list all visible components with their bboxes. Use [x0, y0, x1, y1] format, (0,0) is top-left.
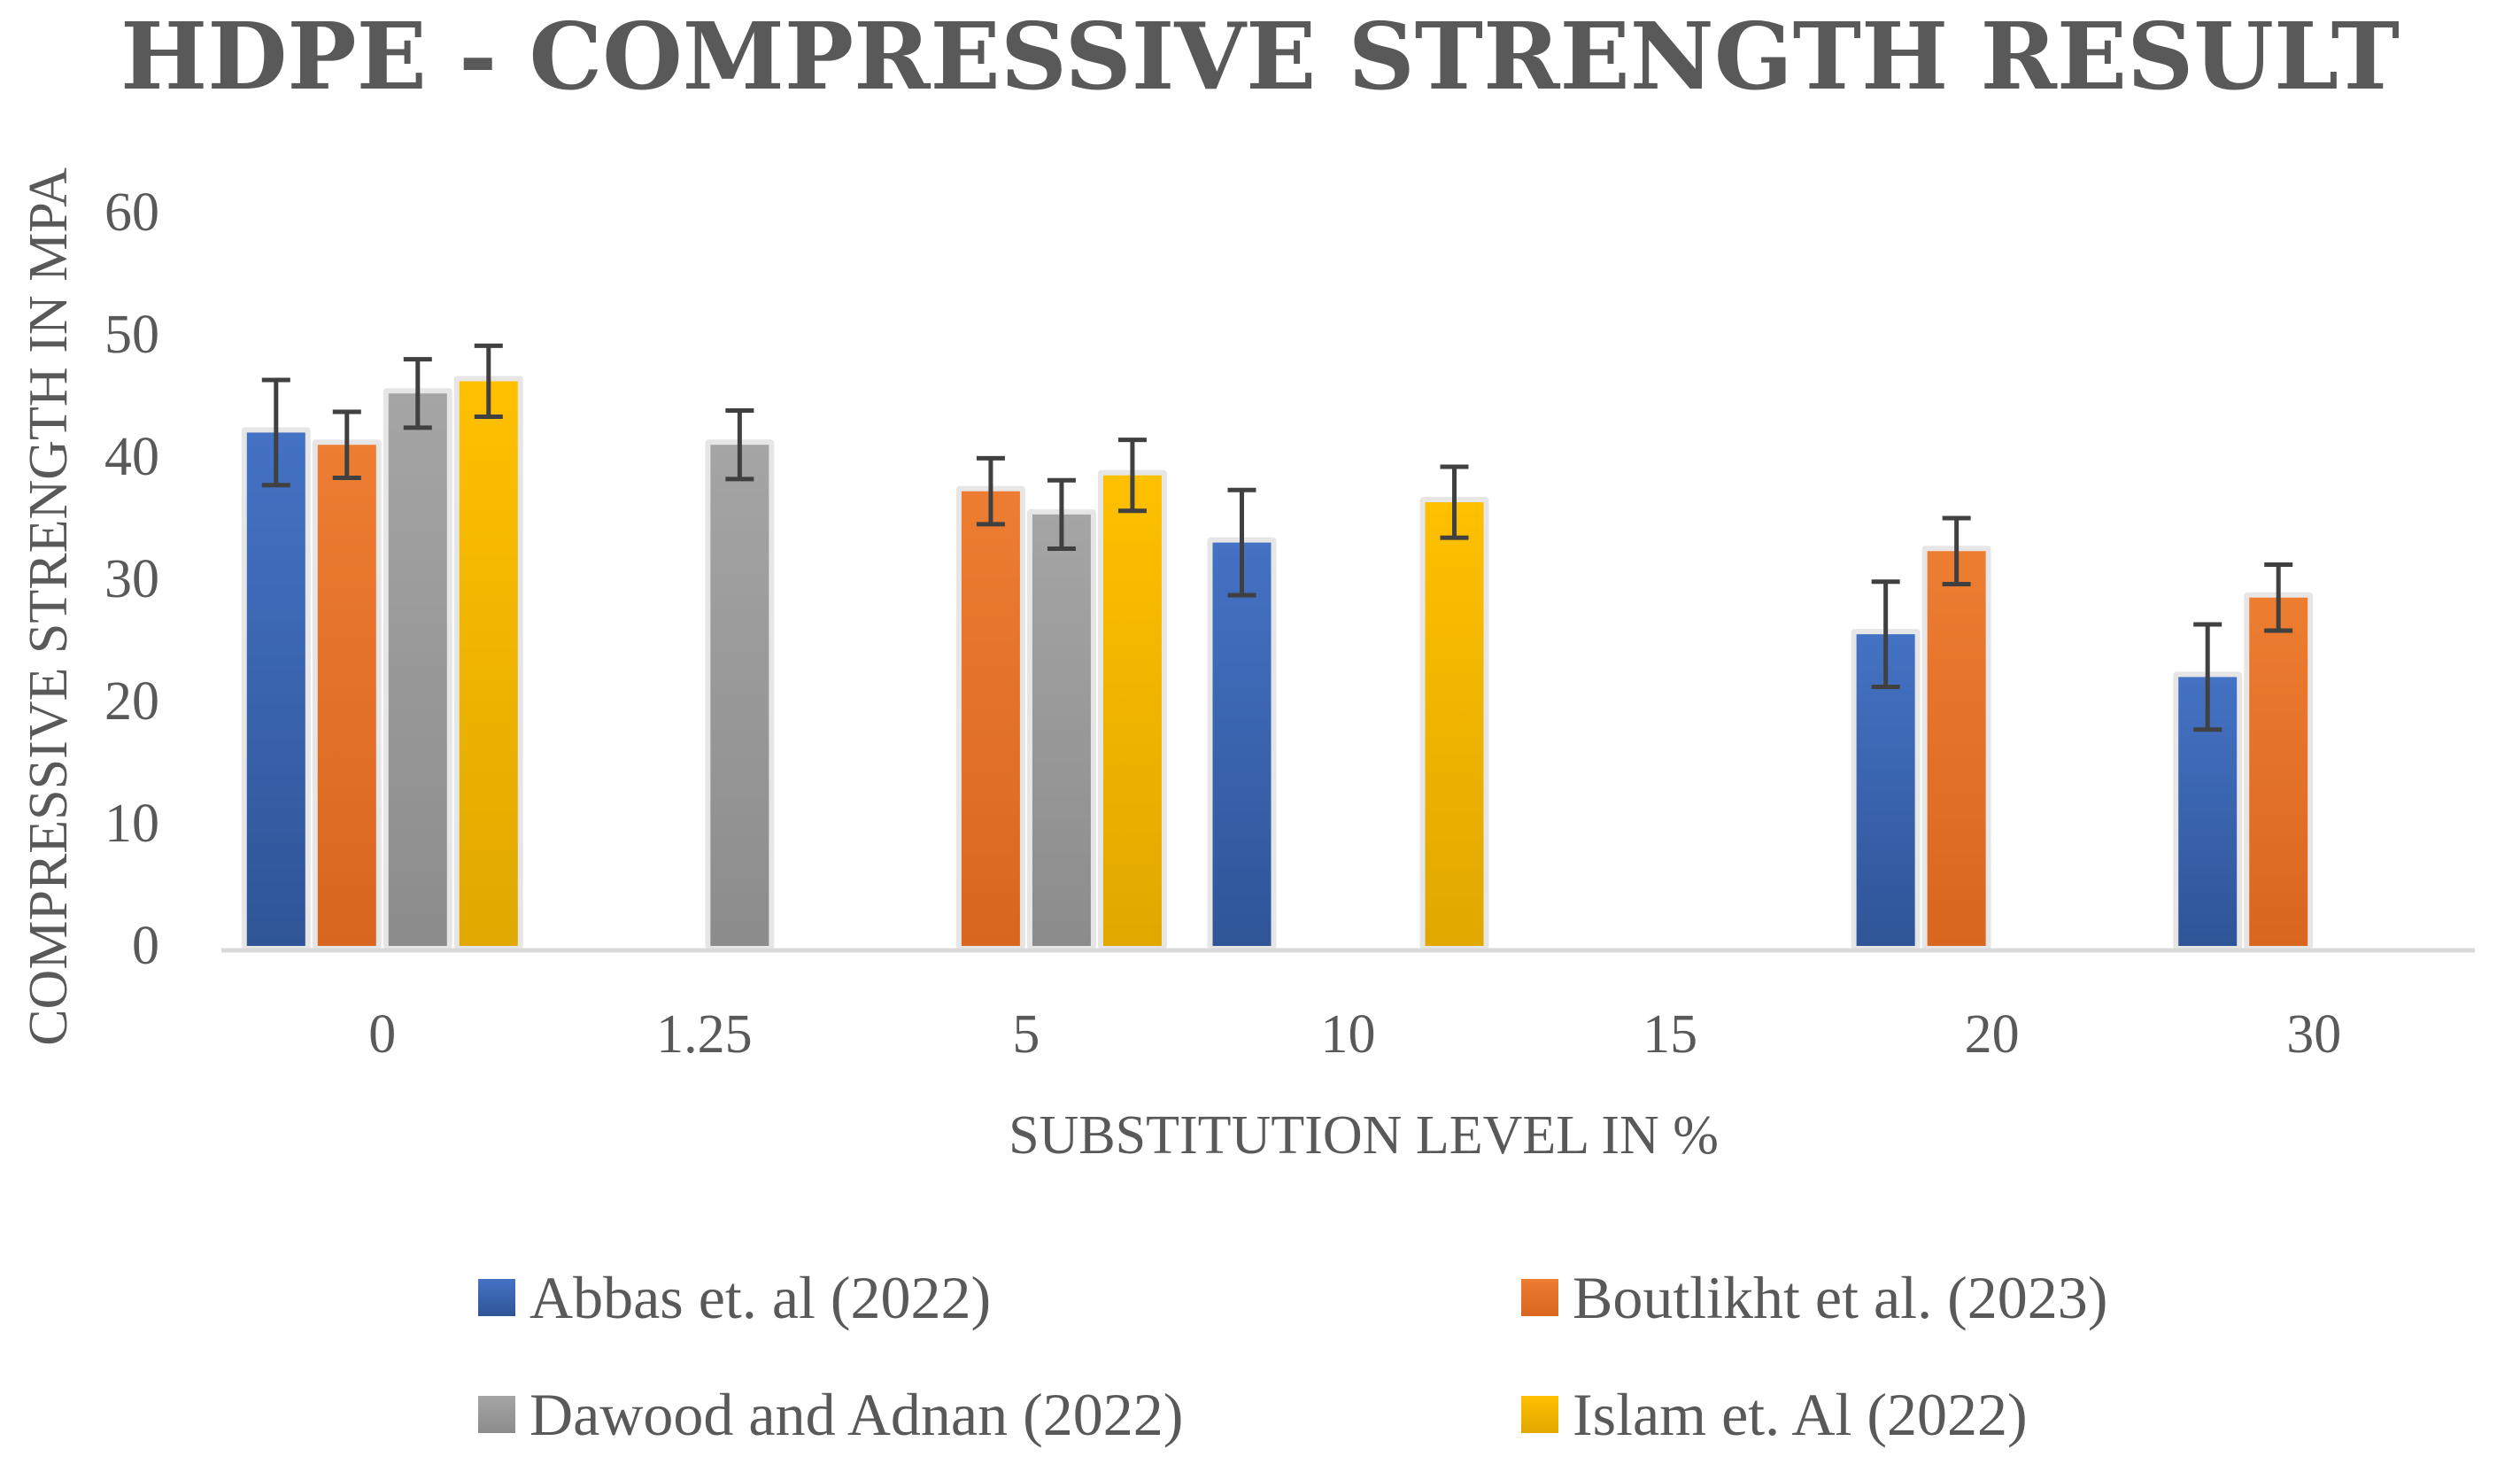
bar	[1927, 551, 1986, 946]
x-tick-label: 0	[368, 1004, 396, 1065]
bar	[388, 393, 447, 946]
bar	[961, 491, 1020, 946]
legend: Abbas et. al (2022) Boutlikht et al. (202…	[478, 1264, 2107, 1448]
y-tick-label: 20	[104, 671, 159, 732]
bar	[459, 381, 518, 946]
y-axis-ticks: 0 10 20 30 40 50 60	[104, 182, 159, 976]
bars	[241, 376, 2314, 949]
x-tick-label: 15	[1643, 1004, 1697, 1065]
legend-swatch	[478, 1396, 515, 1433]
x-tick-label: 1.25	[656, 1004, 753, 1065]
legend-label: Abbas et. al (2022)	[530, 1264, 991, 1331]
y-tick-label: 10	[104, 794, 159, 854]
x-tick-label: 10	[1321, 1004, 1376, 1065]
x-axis-label: SUBSTITUTION LEVEL IN %	[1009, 1105, 1719, 1166]
bar	[1212, 542, 1272, 946]
bar	[1102, 475, 1162, 946]
bar	[2249, 597, 2308, 946]
legend-swatch	[1521, 1396, 1558, 1433]
error-bars	[261, 343, 2293, 732]
y-tick-label: 0	[132, 916, 159, 976]
bar	[1032, 514, 1091, 946]
y-tick-label: 30	[104, 549, 159, 609]
y-axis-label: COMPRESSIVE STRENGTH IN MPA	[19, 167, 79, 1046]
bar	[246, 432, 305, 946]
legend-label: Dawood and Adnan (2022)	[530, 1381, 1183, 1448]
y-tick-label: 50	[104, 305, 159, 365]
bar	[317, 445, 376, 946]
legend-swatch	[1521, 1279, 1558, 1316]
y-tick-label: 40	[104, 427, 159, 487]
x-tick-label: 30	[2286, 1004, 2341, 1065]
bar	[1425, 502, 1484, 946]
x-axis-ticks: 0 1.25 5 10 15 20 30	[368, 1004, 2341, 1065]
legend-label: Boutlikht et al. (2023)	[1573, 1264, 2107, 1331]
x-tick-label: 20	[1965, 1004, 2020, 1065]
x-tick-label: 5	[1012, 1004, 1040, 1065]
legend-label: Islam et. Al (2022)	[1573, 1381, 2028, 1448]
legend-swatch	[478, 1279, 515, 1316]
chart-title: HDPE - COMPRESSIVE STRENGTH RESULT	[120, 2, 2400, 111]
bar	[710, 445, 769, 946]
y-tick-label: 60	[104, 182, 159, 243]
